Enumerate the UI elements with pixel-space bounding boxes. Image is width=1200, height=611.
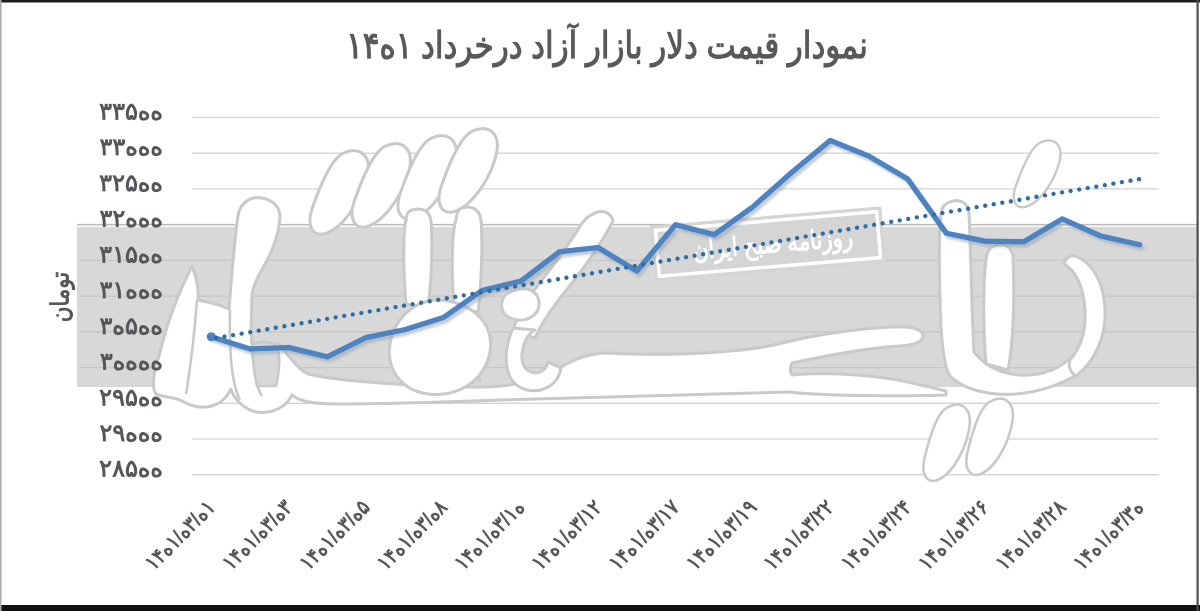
svg-text:۳۱۵ەە: ۳۱۵ەە: [99, 241, 163, 268]
svg-text:۱۴ە۱/ە۳/۱ە: ۱۴ە۱/ە۳/۱ە: [450, 496, 529, 575]
svg-text:۳۳ەەە: ۳۳ەەە: [99, 134, 163, 161]
svg-text:۳ەەەە: ۳ەەەە: [100, 349, 163, 376]
svg-text:۲۸۵ەە: ۲۸۵ەە: [99, 456, 163, 483]
svg-text:نمودار قیمت دلار بازار آزاد در: نمودار قیمت دلار بازار آزاد درخرداد ۱۴ە۱: [346, 22, 868, 67]
svg-text:۲۹ەەە: ۲۹ەەە: [99, 420, 163, 447]
svg-text:۳۲ەەە: ۳۲ەەە: [99, 206, 163, 233]
svg-text:۱۴ە۱/ە۳/۲۶: ۱۴ە۱/ە۳/۲۶: [914, 496, 994, 576]
svg-text:۱۴ە۱/ە۳/ە۱: ۱۴ە۱/ە۳/ە۱: [141, 496, 220, 575]
svg-text:۲۹۵ەە: ۲۹۵ەە: [99, 384, 163, 411]
svg-text:تومان: تومان: [46, 271, 76, 322]
svg-text:۱۴ە۱/ە۳/۳ە: ۱۴ە۱/ە۳/۳ە: [1069, 496, 1148, 575]
svg-text:۳۱ەەە: ۳۱ەەە: [99, 277, 163, 304]
svg-text:۱۴ە۱/ە۳/۱۲: ۱۴ە۱/ە۳/۱۲: [527, 495, 607, 575]
svg-text:۳۳۵ەە: ۳۳۵ەە: [99, 99, 163, 126]
svg-text:۱۴ە۱/ە۳/۲۲: ۱۴ە۱/ە۳/۲۲: [759, 495, 839, 575]
svg-text:۱۴ە۱/ە۳/۲۸: ۱۴ە۱/ە۳/۲۸: [992, 495, 1072, 575]
svg-text:۳ە۵ەە: ۳ە۵ەە: [99, 313, 163, 340]
svg-text:۱۴ە۱/ە۳/ە۸: ۱۴ە۱/ە۳/ە۸: [373, 495, 453, 575]
svg-text:۳۲۵ەە: ۳۲۵ەە: [99, 170, 163, 197]
svg-text:۱۴ە۱/ە۳/۲۴: ۱۴ە۱/ە۳/۲۴: [837, 496, 917, 576]
svg-text:۱۴ە۱/ە۳/۱۷: ۱۴ە۱/ە۳/۱۷: [605, 495, 685, 575]
svg-text:۱۴ە۱/ە۳/ە۵: ۱۴ە۱/ە۳/ە۵: [295, 495, 375, 575]
svg-text:۱۴ە۱/ە۳/ە۳: ۱۴ە۱/ە۳/ە۳: [218, 495, 298, 575]
svg-text:۱۴ە۱/ە۳/۱۹: ۱۴ە۱/ە۳/۱۹: [682, 495, 762, 575]
